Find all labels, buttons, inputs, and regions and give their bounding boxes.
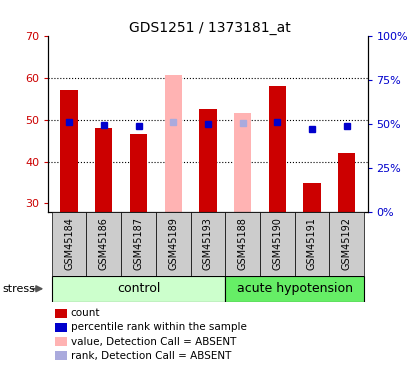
Bar: [52, 276, 225, 302]
Bar: [87, 212, 121, 276]
Bar: [269, 86, 286, 212]
Bar: [191, 212, 225, 276]
Bar: [295, 212, 329, 276]
Bar: [199, 109, 217, 212]
Bar: [234, 113, 251, 212]
Text: rank, Detection Call = ABSENT: rank, Detection Call = ABSENT: [71, 351, 231, 361]
Bar: [329, 212, 364, 276]
Bar: [121, 212, 156, 276]
Bar: [60, 90, 78, 212]
Bar: [130, 134, 147, 212]
Text: value, Detection Call = ABSENT: value, Detection Call = ABSENT: [71, 337, 236, 346]
Bar: [225, 276, 364, 302]
Bar: [95, 128, 113, 212]
Text: GSM45188: GSM45188: [238, 217, 248, 270]
Bar: [338, 153, 355, 212]
Text: GSM45190: GSM45190: [272, 217, 282, 270]
Text: count: count: [71, 308, 100, 318]
Text: GSM45189: GSM45189: [168, 217, 178, 270]
Text: acute hypotension: acute hypotension: [236, 282, 353, 295]
Text: GSM45187: GSM45187: [134, 217, 144, 270]
Bar: [260, 212, 295, 276]
Text: GSM45193: GSM45193: [203, 217, 213, 270]
Bar: [303, 183, 320, 212]
Text: control: control: [117, 282, 160, 295]
Text: stress: stress: [2, 284, 35, 294]
Bar: [52, 212, 87, 276]
Text: GSM45192: GSM45192: [342, 217, 352, 270]
Text: percentile rank within the sample: percentile rank within the sample: [71, 322, 247, 332]
Bar: [165, 75, 182, 212]
Text: GSM45184: GSM45184: [64, 217, 74, 270]
Bar: [225, 212, 260, 276]
Text: GSM45191: GSM45191: [307, 217, 317, 270]
Text: GDS1251 / 1373181_at: GDS1251 / 1373181_at: [129, 21, 291, 34]
Bar: [156, 212, 191, 276]
Text: GSM45186: GSM45186: [99, 217, 109, 270]
